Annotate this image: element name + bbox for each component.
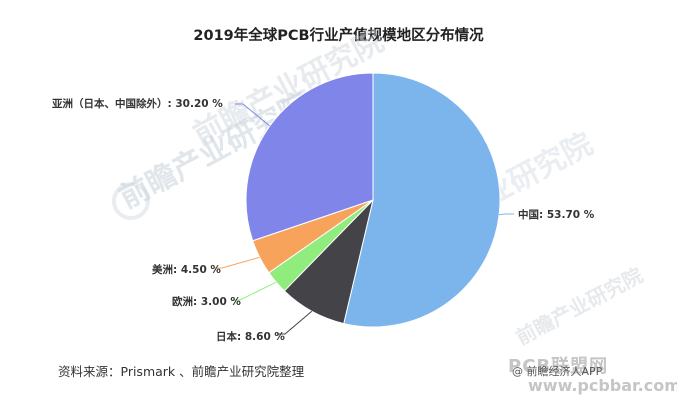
pie-connector-3	[232, 281, 277, 301]
pie-connector-4	[214, 256, 260, 269]
pie-label-4: 美洲: 4.50 %	[152, 263, 221, 276]
pie-label-2: 日本: 8.60 %	[216, 330, 285, 343]
site-watermark: PCB联盟网 www.pcbbar.com	[508, 352, 677, 398]
pie-label-5: 亚洲（日本、中国除外）: 30.20 %	[52, 97, 223, 110]
source-note: 资料来源：Prismark 、前瞻产业研究院整理	[58, 364, 305, 379]
pie-connector-5	[235, 103, 271, 127]
chart-title: 2019年全球PCB行业产值规模地区分布情况	[193, 28, 484, 44]
pie-connector-1	[499, 213, 514, 216]
credit-text: @ 前瞻经济人APP	[512, 365, 603, 378]
site-watermark-name: PCB联盟网	[508, 356, 609, 377]
site-watermark-url: www.pcbbar.com	[528, 376, 677, 395]
pie-connector-2	[277, 310, 313, 335]
pie-label-3: 欧洲: 3.00 %	[172, 295, 241, 308]
watermark-logo-icon	[112, 182, 150, 220]
pie-label-1: 中国: 53.70 %	[518, 208, 595, 221]
